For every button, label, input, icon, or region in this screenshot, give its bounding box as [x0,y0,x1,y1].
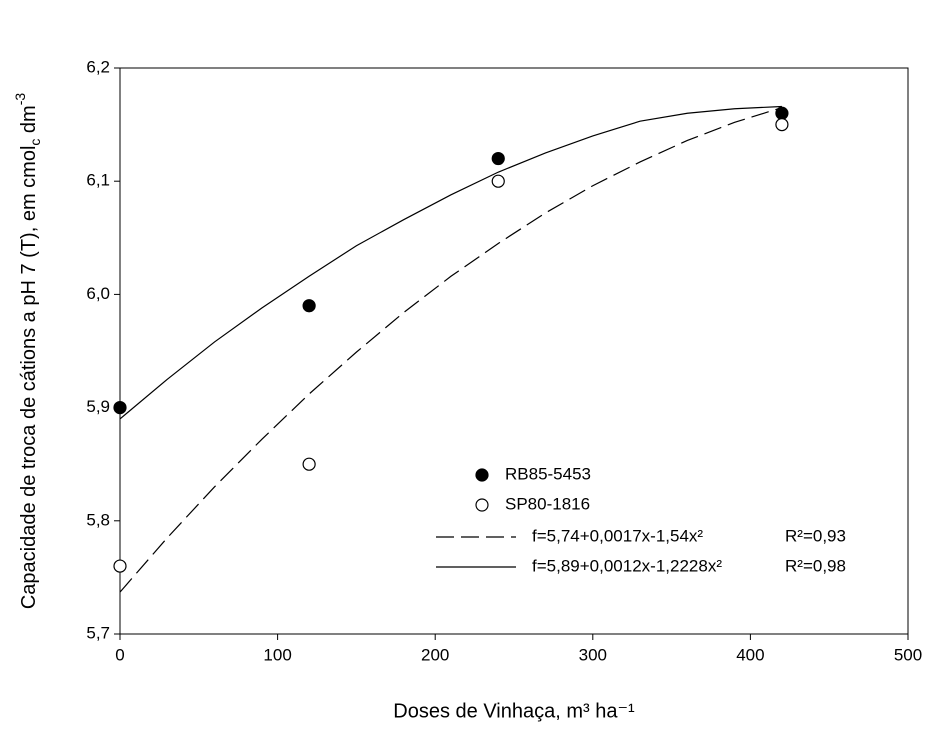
legend-label: f=5,89+0,0012x-1,2228x² [532,556,722,575]
legend-r2: R²=0,93 [785,526,846,545]
x-tick-label: 100 [263,645,291,664]
y-tick-label: 6,2 [86,57,110,76]
data-point [775,117,789,132]
x-tick-label: 500 [894,645,922,664]
y-tick-label: 5,9 [86,397,110,416]
data-point [302,457,316,471]
legend-marker [475,498,489,512]
y-axis-label: Capacidade de troca de cátions a pH 7 (T… [12,93,43,610]
y-label-part: dm [18,105,40,138]
y-label-sup: -3 [12,93,28,106]
y-label-sub: c [27,139,43,146]
fit-line [119,105,782,420]
legend-label: SP80-1816 [505,494,590,513]
data-point [113,401,127,415]
legend-r2: R²=0,98 [785,556,846,575]
y-label-part: Capacidade de troca de cátions a pH 7 (T… [18,146,40,610]
legend-marker [475,468,489,482]
legend-label: RB85-5453 [505,464,591,483]
data-point [491,151,505,166]
x-tick-label: 300 [579,645,607,664]
legend-label: f=5,74+0,0017x-1,54x² [532,526,703,545]
x-tick-label: 0 [115,645,124,664]
x-tick-label: 200 [421,645,449,664]
y-tick-label: 5,7 [86,623,110,642]
plot-frame [119,67,909,635]
data-point [491,174,505,188]
x-axis-label: Doses de Vinhaça, m³ ha⁻¹ [393,700,635,722]
y-tick-label: 6,1 [86,171,110,190]
data-point [113,559,127,573]
y-tick-label: 6,0 [86,284,110,303]
y-tick-label: 5,8 [86,510,110,529]
fit-line [119,107,783,593]
data-point [302,299,316,313]
x-tick-label: 400 [736,645,764,664]
